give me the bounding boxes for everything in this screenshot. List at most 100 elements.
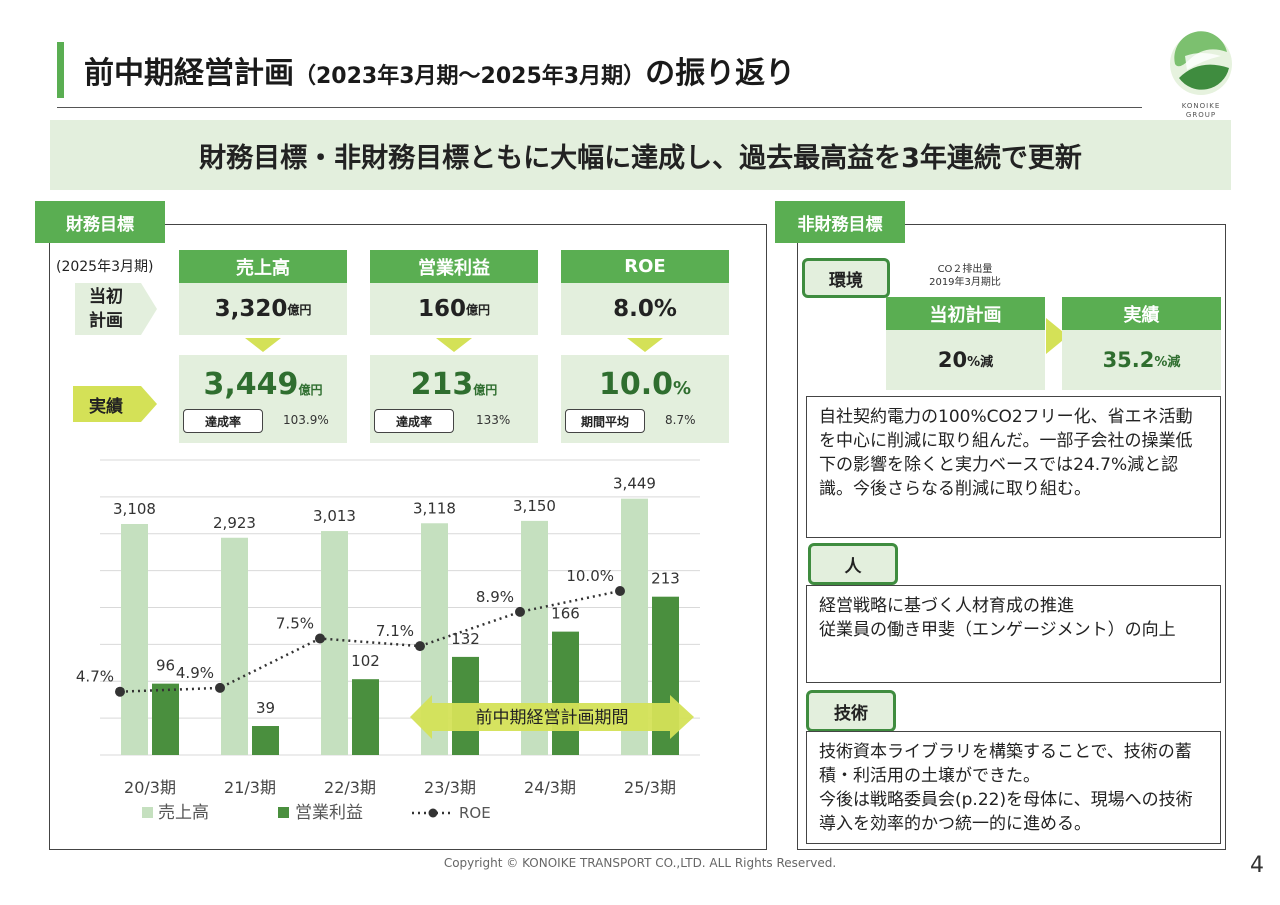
logo-icon <box>1170 31 1232 95</box>
op-profit-data-label: 96 <box>156 657 175 675</box>
op-profit-bar <box>152 683 179 755</box>
plan-period-label: 前中期経営計画期間 <box>476 708 629 728</box>
actual-unit-sales: 億円 <box>298 383 323 397</box>
legend-swatch-roe-point <box>428 808 438 818</box>
roe-point <box>215 682 225 693</box>
actual-row-label: 実績 <box>73 386 157 422</box>
down-arrow-sales <box>245 338 281 352</box>
legend-label-roe: ROE <box>459 804 491 822</box>
col-header-roe: ROE <box>561 250 729 283</box>
title-accent-bar <box>57 42 64 98</box>
roe-data-label: 4.9% <box>176 664 214 682</box>
op-profit-data-label: 39 <box>256 699 275 717</box>
category-label: 23/3期 <box>424 778 476 797</box>
sales-data-label: 3,108 <box>113 500 156 518</box>
plan-cell-sales: 3,320 億円 <box>179 283 347 335</box>
env-actual-header: 実績 <box>1062 297 1221 330</box>
financial-tab: 財務目標 <box>35 201 165 243</box>
actual-value-roe: 10.0 <box>598 367 673 402</box>
page-number: 4 <box>1250 853 1264 878</box>
plan-value-op-profit: 160 <box>417 296 466 322</box>
op-profit-bar <box>552 631 579 755</box>
category-label: 20/3期 <box>124 778 176 797</box>
performance-chart: 3,108 96 20/3期 2,923 39 21/3期 3,013 102 22/3期 3,1… <box>76 459 700 823</box>
tech-label: 技術 <box>806 690 896 732</box>
down-arrow-roe <box>627 338 663 352</box>
env-right-arrow <box>1046 318 1068 354</box>
down-arrow-op-profit <box>436 338 472 352</box>
roe-data-label: 4.7% <box>76 668 114 686</box>
page-title: 前中期経営計画（2023年3月期～2025年3月期）の振り返り <box>84 48 795 92</box>
logo-text-2: GROUP <box>1185 111 1217 119</box>
co2-note: CO２排出量 2019年3月期比 <box>905 263 1025 289</box>
sales-bar <box>121 524 148 755</box>
legend-swatch-op-profit <box>278 807 289 818</box>
op-profit-bar <box>252 726 279 755</box>
average-value-roe: 8.7% <box>665 413 696 427</box>
category-label: 21/3期 <box>224 778 276 797</box>
copyright: Copyright © KONOIKE TRANSPORT CO.,LTD. A… <box>443 856 837 870</box>
sales-data-label: 3,449 <box>613 475 656 493</box>
people-description: 経営戦略に基づく人材育成の推進 従業員の働き甲斐（エンゲージメント）の向上 <box>806 585 1221 683</box>
plan-period-arrow <box>410 695 694 739</box>
category-label: 22/3期 <box>324 778 376 797</box>
sales-data-label: 3,118 <box>413 499 456 517</box>
actual-row-text: 実績 <box>89 397 123 417</box>
period-label: (2025年3月期) <box>56 259 154 275</box>
plan-row-label: 当初 計画 <box>75 283 157 335</box>
sales-bar <box>321 531 348 755</box>
title-divider <box>57 107 1142 108</box>
plan-unit-op-profit: 億円 <box>466 302 491 317</box>
logo-text-1: KONOIKE <box>1181 102 1221 110</box>
roe-data-label: 10.0% <box>566 567 614 585</box>
category-label: 25/3期 <box>624 778 676 797</box>
plan-row-text-1: 当初 <box>89 287 123 307</box>
col-header-sales: 売上高 <box>179 250 347 283</box>
actual-arrow-shape <box>73 386 157 422</box>
plan-cell-op-profit: 160 億円 <box>370 283 538 335</box>
env-plan-header: 当初計画 <box>886 297 1045 330</box>
env-plan-cell: 20 %減 <box>886 330 1045 390</box>
env-plan-unit: %減 <box>967 354 994 370</box>
nonfinancial-tab: 非財務目標 <box>775 201 905 243</box>
env-actual-unit: %減 <box>1154 354 1181 370</box>
roe-point <box>515 606 525 617</box>
legend-swatch-sales <box>142 807 153 818</box>
plan-cell-roe: 8.0% <box>561 283 729 335</box>
roe-point <box>415 641 425 652</box>
env-actual-cell: 35.2 %減 <box>1062 330 1221 390</box>
actual-value-sales: 3,449 <box>203 367 299 402</box>
op-profit-data-label: 132 <box>451 630 480 648</box>
achievement-pill-sales: 達成率 <box>183 409 263 433</box>
sales-data-label: 3,150 <box>513 497 556 515</box>
op-profit-data-label: 213 <box>651 570 680 588</box>
plan-value-sales: 3,320 <box>214 296 288 322</box>
category-label: 24/3期 <box>524 778 576 797</box>
legend-label-op-profit: 営業利益 <box>295 803 363 823</box>
legend-label-sales: 売上高 <box>158 803 209 823</box>
co2-note-line-2: 2019年3月期比 <box>929 277 1001 288</box>
op-profit-bar <box>352 679 379 755</box>
konoike-logo: KONOIKE GROUP <box>1165 30 1237 120</box>
people-label: 人 <box>808 543 898 585</box>
op-profit-data-label: 166 <box>551 605 580 623</box>
average-pill-roe: 期間平均 <box>565 409 645 433</box>
title-main: 前中期経営計画 <box>84 56 294 91</box>
headline-banner: 財務目標・非財務目標ともに大幅に達成し、過去最高益を3年連続で更新 <box>50 120 1231 190</box>
actual-unit-roe: % <box>672 378 692 399</box>
sales-bar <box>221 537 248 755</box>
title-end: の振り返り <box>645 56 796 91</box>
co2-note-line-1: CO２排出量 <box>937 264 993 275</box>
roe-data-label: 7.5% <box>276 615 314 633</box>
achievement-value-sales: 103.9% <box>283 413 329 427</box>
env-description: 自社契約電力の100%CO2フリー化、省エネ活動を中心に削減に取り組んだ。一部子… <box>806 396 1221 538</box>
roe-point <box>115 686 125 697</box>
sales-data-label: 3,013 <box>313 507 356 525</box>
roe-data-label: 7.1% <box>376 622 414 640</box>
plan-arrow-shape <box>75 283 157 335</box>
plan-unit-sales: 億円 <box>287 302 312 317</box>
actual-unit-op-profit: 億円 <box>473 383 498 397</box>
actual-cell-roe: 10.0% 期間平均 8.7% <box>561 355 729 443</box>
title-sub: （2023年3月期～2025年3月期） <box>294 64 646 89</box>
tech-description: 技術資本ライブラリを構築することで、技術の蓄積・利活用の土壌ができた。 今後は戦… <box>806 731 1221 844</box>
